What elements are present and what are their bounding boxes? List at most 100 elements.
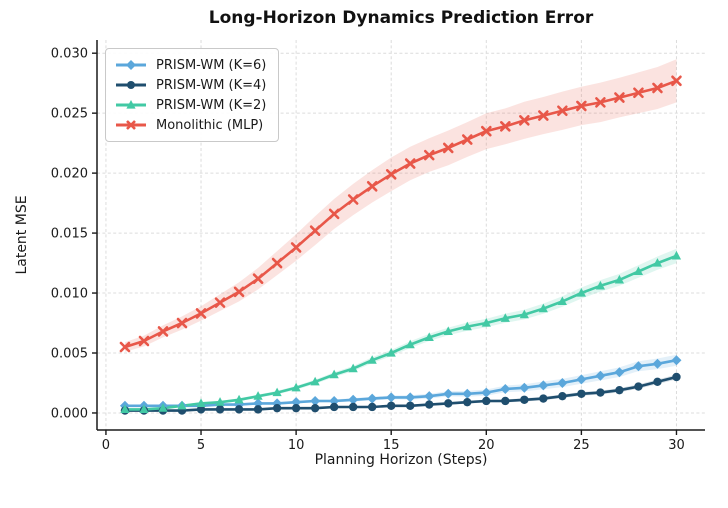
- data-point-marker: [576, 288, 586, 297]
- data-point-marker: [215, 405, 225, 414]
- legend-label: Monolithic (MLP): [156, 117, 264, 133]
- data-point-marker: [139, 404, 149, 413]
- data-point-marker: [424, 391, 435, 402]
- data-point-marker: [329, 402, 339, 412]
- data-point-marker: [462, 321, 472, 331]
- data-point-marker: [557, 105, 568, 117]
- data-point-marker: [272, 403, 282, 413]
- data-point-marker: [138, 335, 150, 347]
- data-point-marker: [272, 387, 282, 397]
- data-point-marker: [481, 318, 491, 327]
- x-marker-swatch: [116, 120, 146, 130]
- y-tick-label: 0.005: [51, 347, 88, 362]
- data-point-marker: [481, 387, 492, 398]
- data-point-marker: [329, 395, 340, 406]
- legend: PRISM-WM (K=6) PRISM-WM (K=4) PRISM-WM (K=…: [105, 48, 280, 142]
- data-point-marker: [405, 339, 415, 349]
- chart-title: Long-Horizon Dynamics Prediction Error: [208, 8, 594, 28]
- data-point-marker: [405, 392, 416, 403]
- data-point-marker: [367, 355, 377, 364]
- diamond-marker-swatch: [116, 60, 146, 70]
- data-point-marker: [443, 326, 453, 336]
- data-point-marker: [500, 383, 511, 394]
- data-point-marker: [348, 394, 359, 405]
- data-point-marker: [538, 110, 549, 121]
- data-point-marker: [367, 402, 377, 412]
- data-point-marker: [386, 348, 396, 357]
- x-tick-label: 20: [478, 438, 495, 453]
- data-point-marker: [519, 382, 530, 393]
- data-point-marker: [366, 181, 378, 192]
- data-point-marker: [671, 355, 682, 366]
- data-point-marker: [596, 388, 605, 397]
- data-point-marker: [234, 405, 244, 414]
- confidence-band: [125, 248, 677, 411]
- data-point-marker: [347, 194, 359, 205]
- data-point-marker: [444, 399, 453, 408]
- data-point-marker: [406, 401, 415, 410]
- data-point-marker: [425, 400, 434, 409]
- data-point-marker: [633, 266, 644, 276]
- data-point-marker: [290, 242, 302, 253]
- triangle-marker-swatch: [116, 100, 146, 109]
- data-point-marker: [195, 308, 207, 319]
- circle-marker-swatch: [116, 81, 146, 89]
- legend-item: PRISM-WM (K=6): [114, 55, 266, 75]
- data-point-marker: [614, 367, 625, 378]
- data-point-marker: [387, 401, 396, 410]
- y-tick-label: 0.010: [51, 287, 88, 302]
- data-point-marker: [653, 377, 662, 386]
- data-point-marker: [538, 303, 548, 313]
- x-tick-label: 10: [288, 438, 305, 453]
- confidence-band: [125, 59, 677, 352]
- data-point-marker: [329, 369, 339, 379]
- data-point-marker: [310, 376, 320, 386]
- data-point-marker: [577, 389, 586, 398]
- x-tick-label: 25: [573, 438, 590, 453]
- y-tick-label: 0.025: [51, 107, 88, 122]
- data-point-marker: [291, 397, 302, 408]
- data-point-marker: [519, 115, 530, 126]
- data-point-marker: [480, 125, 492, 137]
- data-point-marker: [310, 403, 320, 413]
- y-axis-label: Latent MSE: [14, 195, 30, 275]
- data-point-marker: [633, 87, 644, 99]
- data-point-marker: [120, 404, 130, 413]
- data-point-marker: [652, 258, 663, 267]
- legend-item: PRISM-WM (K=4): [114, 75, 266, 95]
- y-tick-label: 0.015: [51, 227, 88, 242]
- data-point-marker: [443, 388, 454, 399]
- data-point-marker: [463, 397, 472, 407]
- data-point-marker: [652, 358, 663, 369]
- data-point-marker: [404, 158, 416, 169]
- data-point-marker: [671, 75, 682, 87]
- data-point-marker: [482, 396, 491, 406]
- x-tick-label: 5: [197, 438, 205, 453]
- data-point-marker: [367, 393, 378, 404]
- y-tick-label: 0.020: [51, 167, 88, 182]
- data-point-marker: [386, 392, 397, 403]
- data-point-marker: [538, 380, 549, 391]
- data-point-marker: [423, 149, 435, 161]
- x-tick-label: 30: [668, 438, 685, 453]
- data-point-marker: [291, 382, 301, 392]
- data-point-marker: [634, 382, 643, 391]
- data-point-marker: [462, 388, 473, 399]
- data-point-marker: [234, 394, 244, 404]
- data-point-marker: [253, 398, 264, 409]
- data-point-marker: [424, 332, 434, 342]
- data-point-marker: [652, 82, 663, 94]
- data-point-marker: [177, 400, 187, 410]
- data-point-marker: [328, 208, 340, 220]
- data-point-marker: [501, 396, 510, 406]
- data-point-marker: [442, 142, 454, 154]
- data-point-marker: [595, 280, 606, 290]
- data-point-marker: [271, 257, 283, 269]
- data-point-marker: [214, 297, 226, 308]
- y-tick-label: 0.000: [51, 406, 88, 421]
- data-point-marker: [310, 395, 321, 406]
- data-point-marker: [253, 391, 263, 400]
- data-point-marker: [576, 100, 587, 112]
